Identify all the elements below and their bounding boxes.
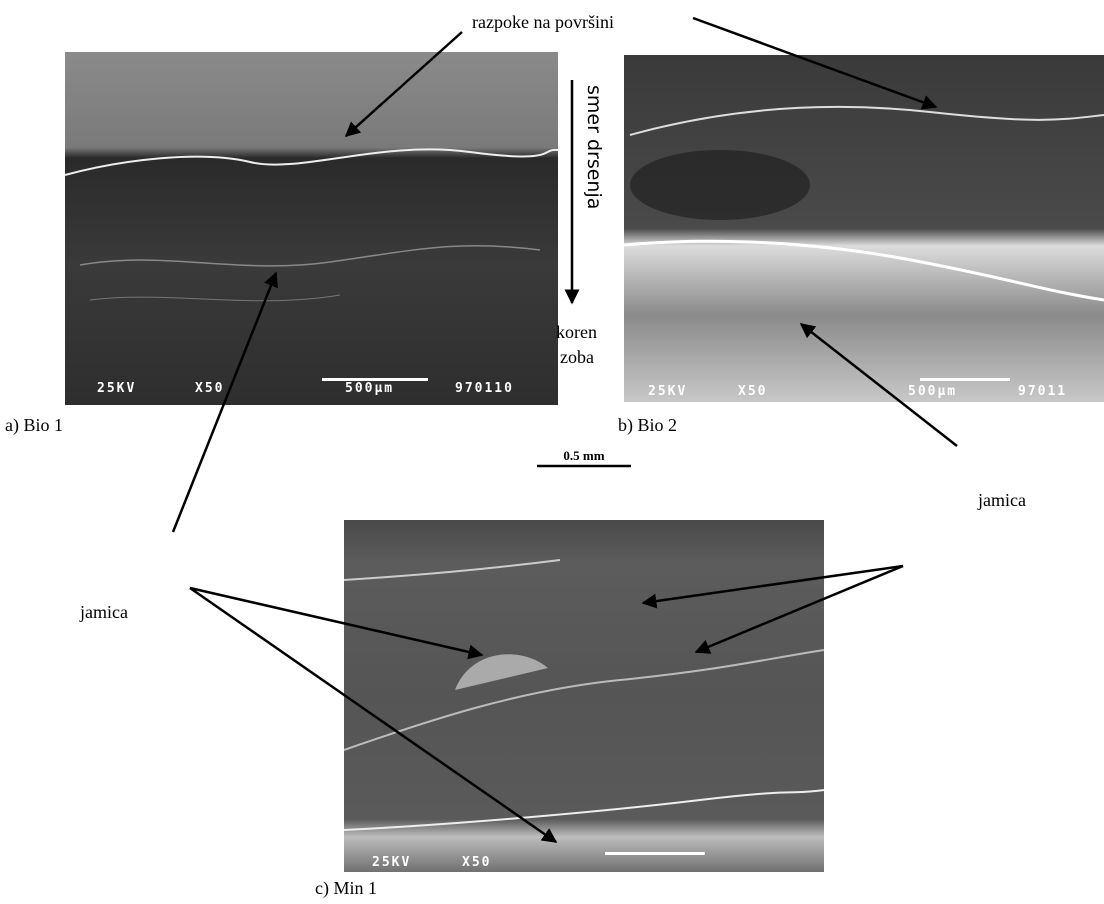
caption: a) Bio 1 bbox=[5, 415, 63, 436]
overlay-text: 97011 bbox=[1018, 384, 1067, 399]
overlay-text: X50 bbox=[738, 384, 767, 399]
micrograph-c: 25KV X50 bbox=[344, 520, 824, 872]
annotation: zoba bbox=[560, 347, 594, 367]
overlay-text: 970110 bbox=[455, 381, 514, 396]
micrograph-b: 25KV X50 500µm 97011 bbox=[624, 55, 1104, 402]
overlay-text: 25KV bbox=[97, 381, 136, 396]
overlay-text: 500µm bbox=[908, 384, 957, 399]
annotation: razpoke na površini bbox=[472, 12, 614, 32]
overlay-text: 25KV bbox=[648, 384, 687, 399]
overlay-text: X50 bbox=[462, 855, 491, 870]
overlay-text: X50 bbox=[195, 381, 224, 396]
micrograph-a: 25KV X50 500µm 970110 bbox=[65, 52, 558, 405]
caption: c) Min 1 bbox=[315, 878, 377, 899]
annotation: jamica bbox=[79, 602, 128, 622]
annotation: smer drsenja bbox=[583, 85, 605, 209]
overlay-text: 25KV bbox=[372, 855, 411, 870]
overlay-text: 500µm bbox=[345, 381, 394, 396]
caption: b) Bio 2 bbox=[618, 415, 677, 436]
annotation: jamica bbox=[977, 490, 1026, 510]
annotation: koren bbox=[556, 322, 597, 342]
figure: 25KV X50 500µm 970110 25KV X50 500µm 970… bbox=[0, 0, 1104, 904]
scale-label: 0.5 mm bbox=[563, 448, 604, 463]
